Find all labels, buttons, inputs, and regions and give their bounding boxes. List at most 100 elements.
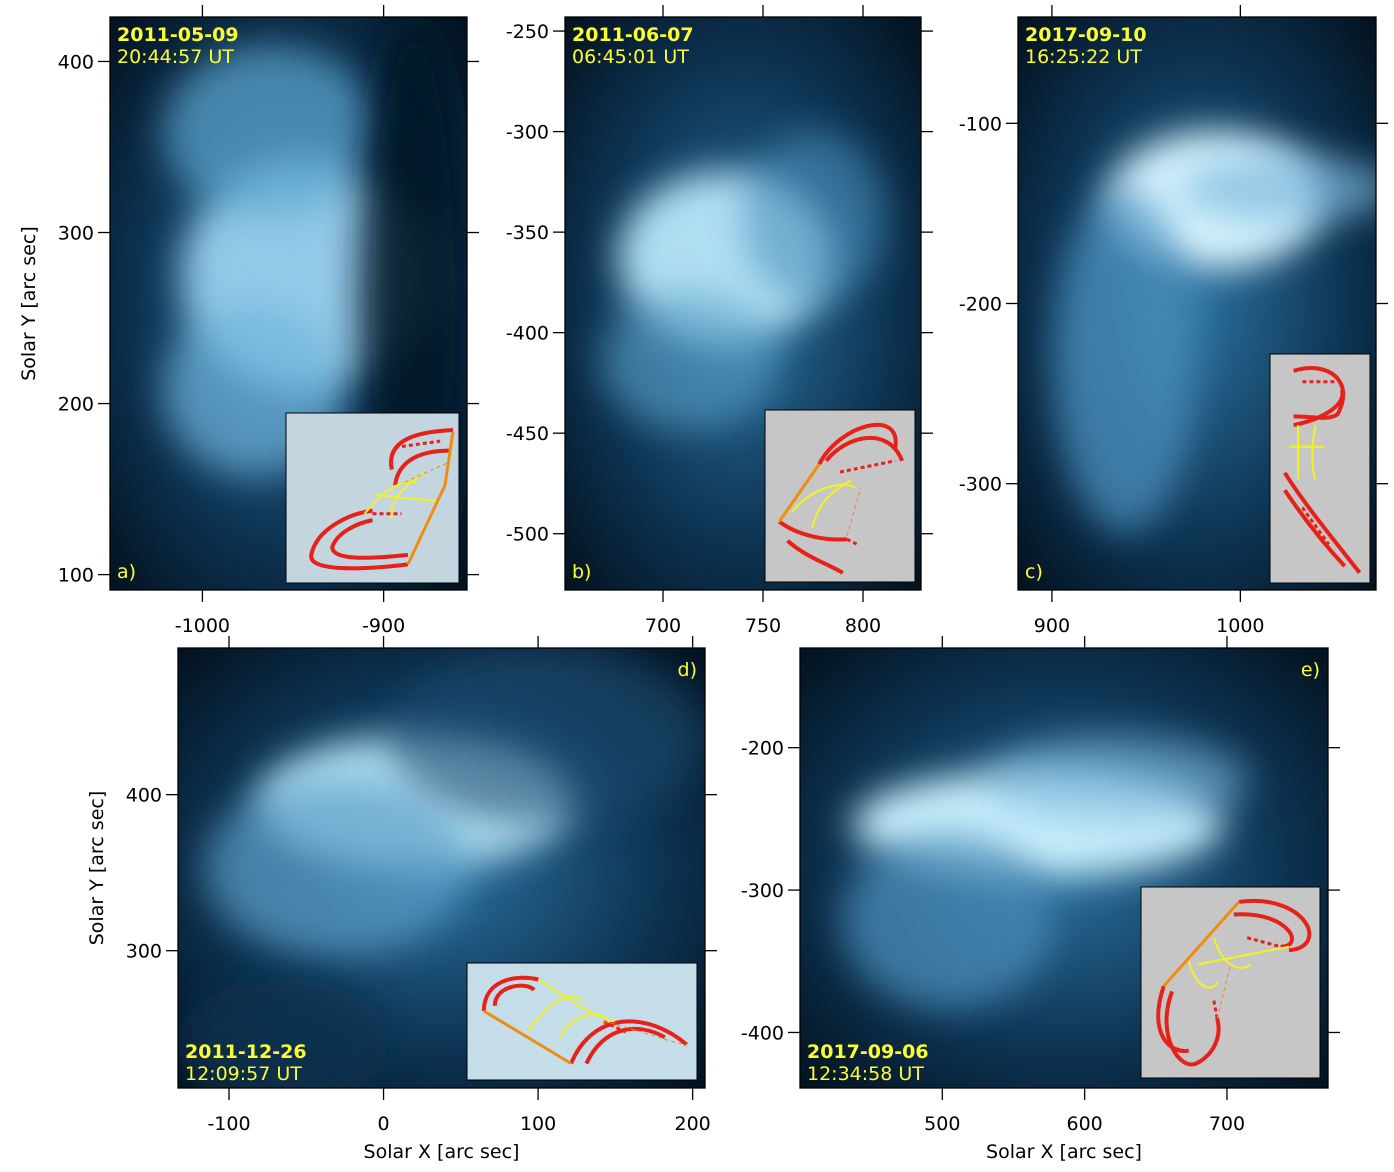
frame bbox=[109, 16, 468, 591]
x-tick-label: -900 bbox=[362, 615, 405, 637]
x-tick-label: 500 bbox=[924, 1113, 960, 1135]
glow bbox=[743, 131, 886, 304]
panel-letter: a) bbox=[117, 561, 136, 583]
inset bbox=[764, 409, 916, 583]
time-label: 06:45:01 UT bbox=[572, 46, 689, 68]
field-line bbox=[826, 438, 902, 461]
inset-drawing bbox=[311, 430, 453, 568]
field-line bbox=[484, 978, 539, 1011]
date-label: 2017-09-10 bbox=[1025, 24, 1147, 46]
field-line bbox=[812, 480, 851, 528]
time-label: 16:25:22 UT bbox=[1025, 46, 1142, 68]
inset-drawing bbox=[484, 978, 687, 1064]
field-line bbox=[1214, 1000, 1217, 1018]
field-line bbox=[1214, 938, 1251, 968]
x-tick-label: 600 bbox=[1067, 1113, 1103, 1135]
time-label: 12:09:57 UT bbox=[185, 1063, 302, 1085]
x-tick-label: 1000 bbox=[1216, 615, 1264, 637]
field-line bbox=[1247, 938, 1280, 947]
inset-drawing bbox=[779, 425, 902, 573]
x-tick-label: 700 bbox=[645, 615, 681, 637]
x-tick-label: 700 bbox=[1209, 1113, 1245, 1135]
field-line bbox=[792, 485, 857, 512]
field-line bbox=[840, 461, 895, 472]
y-tick-label: -300 bbox=[741, 880, 784, 902]
field-line bbox=[1302, 508, 1328, 545]
panel-letter: c) bbox=[1025, 561, 1043, 583]
date-label: 2011-12-26 bbox=[185, 1041, 307, 1063]
date-label: 2017-09-06 bbox=[807, 1041, 929, 1063]
field-line bbox=[779, 522, 847, 540]
glow bbox=[204, 780, 468, 956]
glows bbox=[1053, 131, 1376, 533]
y-tick-label: -400 bbox=[506, 323, 549, 345]
field-line bbox=[1285, 473, 1360, 573]
y-tick-label: 400 bbox=[58, 51, 94, 73]
x-tick-label: 100 bbox=[520, 1113, 556, 1135]
frame bbox=[177, 647, 706, 1089]
glow bbox=[842, 832, 1054, 1009]
field-line bbox=[1312, 425, 1315, 479]
x-tick-label: 900 bbox=[1034, 615, 1070, 637]
panel: 500 600 700 -400 -300 -200 Solar X [arc sec] 20… bbox=[741, 636, 1340, 1163]
panel-letter: e) bbox=[1301, 659, 1320, 681]
field-line bbox=[1158, 986, 1189, 1051]
date-label: 2011-05-09 bbox=[117, 24, 239, 46]
y-tick-label: -400 bbox=[741, 1022, 784, 1044]
field-line bbox=[819, 425, 895, 464]
field-line bbox=[484, 1011, 571, 1064]
field-line bbox=[376, 495, 437, 501]
field-line bbox=[1285, 490, 1345, 566]
field-line bbox=[495, 986, 534, 1006]
y-tick-label: 400 bbox=[126, 785, 162, 807]
panel-letter: b) bbox=[572, 561, 591, 583]
y-tick-label: -350 bbox=[506, 222, 549, 244]
field-line bbox=[395, 451, 450, 486]
field-line bbox=[1294, 368, 1344, 418]
inset-drawing bbox=[1285, 368, 1360, 573]
glow bbox=[163, 45, 378, 218]
field-line bbox=[779, 464, 819, 522]
y-tick-label: 200 bbox=[58, 394, 94, 416]
y-tick-label: 100 bbox=[58, 565, 94, 587]
y-axis-label: Solar Y [arc sec] bbox=[18, 226, 40, 381]
panel: -1000 -900 100 200 300 400 Solar Y [arc sec] 20… bbox=[18, 5, 479, 637]
time-label: 12:34:58 UT bbox=[807, 1063, 924, 1085]
glows bbox=[163, 17, 467, 590]
field-line bbox=[571, 1021, 687, 1063]
field-line bbox=[1167, 991, 1219, 1064]
y-tick-label: -200 bbox=[959, 294, 1002, 316]
field-line bbox=[1239, 901, 1310, 950]
y-tick-label: -250 bbox=[506, 21, 549, 43]
x-axis-label: Solar X [arc sec] bbox=[364, 1141, 520, 1163]
field-line bbox=[604, 1022, 687, 1045]
field-line bbox=[1197, 947, 1289, 965]
glow bbox=[178, 978, 389, 1088]
y-tick-label: -450 bbox=[506, 423, 549, 445]
field-line bbox=[391, 430, 453, 470]
time-label: 20:44:57 UT bbox=[117, 46, 234, 68]
glow bbox=[984, 736, 1249, 824]
x-tick-label: 200 bbox=[675, 1113, 711, 1135]
glow bbox=[600, 292, 779, 430]
field-line bbox=[1294, 390, 1343, 425]
frame bbox=[564, 16, 922, 591]
y-tick-label: 300 bbox=[126, 941, 162, 963]
panel-letter: d) bbox=[678, 659, 697, 681]
x-tick-label: -100 bbox=[207, 1113, 250, 1135]
field-line bbox=[408, 432, 453, 565]
y-tick-label: -300 bbox=[506, 122, 549, 144]
x-tick-label: 800 bbox=[845, 615, 881, 637]
field-line bbox=[1189, 961, 1217, 988]
field-line bbox=[395, 441, 440, 447]
field-line bbox=[538, 980, 614, 1022]
field-line bbox=[528, 997, 583, 1032]
y-tick-label: 300 bbox=[58, 223, 94, 245]
field-line bbox=[788, 541, 843, 573]
x-tick-label: -1000 bbox=[175, 615, 230, 637]
y-tick-label: -200 bbox=[741, 738, 784, 760]
field-line bbox=[405, 463, 447, 482]
field-line bbox=[1164, 902, 1239, 986]
